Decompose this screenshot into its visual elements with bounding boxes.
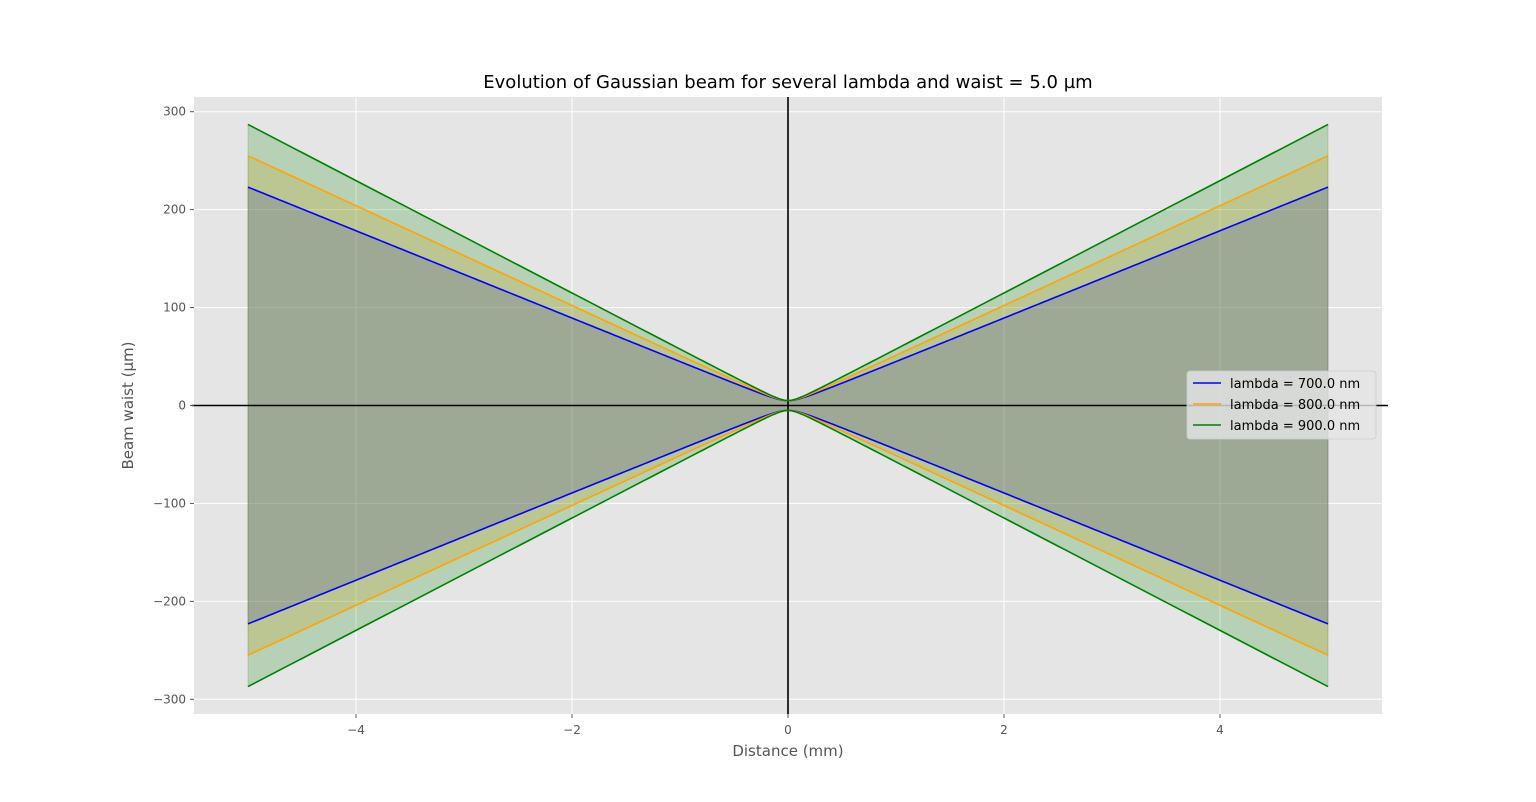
y-tick-label: −300 [153,692,186,706]
y-tick-label: −100 [153,496,186,510]
legend-box [1186,370,1377,440]
legend-label: lambda = 900.0 nm [1230,419,1360,434]
tick-labels: −4 −2 0 2 4 −300 −200 −100 0 100 200 300 [153,105,1224,737]
x-tick-label: −4 [347,723,365,737]
y-tick-label: 300 [163,105,186,119]
x-axis-label: Distance (mm) [732,742,843,760]
legend: lambda = 700.0 nm lambda = 800.0 nm lambda… [1186,370,1377,440]
x-tick-label: −2 [563,723,581,737]
y-tick-label: 0 [178,399,186,413]
x-tick-label: 0 [784,723,792,737]
chart-title: Evolution of Gaussian beam for several l… [483,72,1092,93]
series-lines [247,123,1329,688]
x-tick-label: 4 [1216,723,1224,737]
legend-label: lambda = 700.0 nm [1230,377,1360,392]
series-line-lower [247,409,1329,688]
y-tick-label: 200 [163,203,186,217]
y-tick-label: −200 [153,594,186,608]
series-line-upper [247,123,1329,402]
legend-label: lambda = 800.0 nm [1230,398,1360,413]
y-axis-label: Beam waist (µm) [119,341,137,469]
y-tick-label: 100 [163,301,186,315]
x-tick-label: 2 [1000,723,1008,737]
